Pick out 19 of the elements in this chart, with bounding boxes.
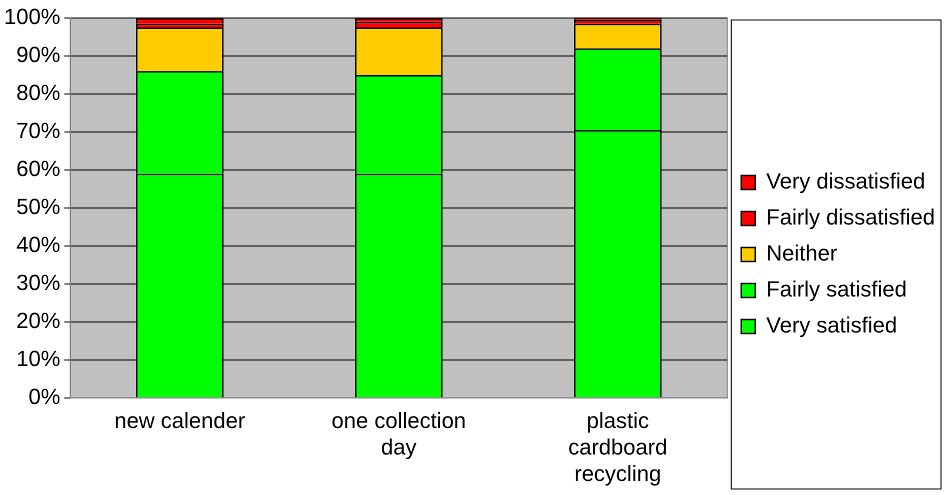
y-tick-label: 60% <box>16 156 60 181</box>
y-tick-label: 40% <box>16 232 60 257</box>
y-tick-label: 0% <box>28 384 60 409</box>
y-tick-label: 90% <box>16 42 60 68</box>
legend-label: Very dissatisfied <box>766 168 926 194</box>
legend-label: Fairly satisfied <box>766 276 907 302</box>
y-tick-label: 50% <box>16 194 60 219</box>
x-tick-label: one collection day <box>332 408 466 460</box>
y-tick-label: 80% <box>16 80 60 106</box>
x-tick-label: plastic cardboard recycling <box>568 408 668 486</box>
y-tick-label: 100% <box>4 4 60 30</box>
legend-label: Neither <box>766 240 838 266</box>
y-tick-label: 30% <box>16 270 60 295</box>
y-tick-label: 10% <box>16 346 60 371</box>
y-tick-label: 20% <box>16 308 60 333</box>
legend-label: Very satisfied <box>766 312 898 338</box>
x-tick-label: new calender <box>114 408 246 434</box>
y-tick-label: 70% <box>16 118 60 144</box>
legend-label: Fairly dissatisfied <box>766 204 935 230</box>
